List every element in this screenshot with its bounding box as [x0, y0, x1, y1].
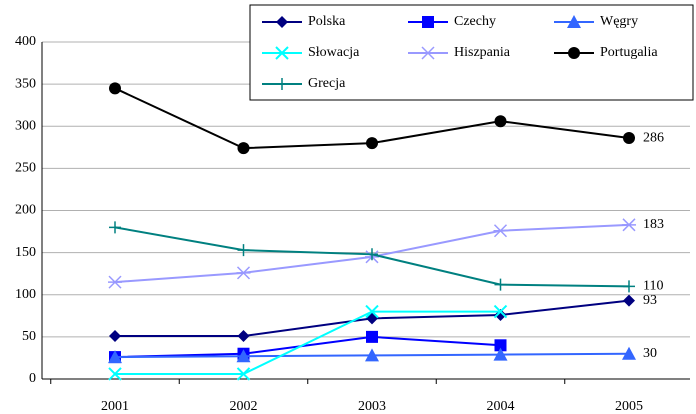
legend-marker	[422, 16, 434, 28]
legend-label: Czechy	[454, 14, 496, 29]
data-point	[109, 82, 121, 95]
y-tick-label: 0	[29, 371, 36, 386]
data-point	[236, 266, 251, 280]
x-tick-label: 2004	[487, 399, 515, 414]
data-point	[623, 280, 635, 293]
data-point	[365, 348, 379, 362]
data-point	[493, 304, 508, 319]
x-tick-label: 2001	[101, 399, 129, 414]
y-tick-label: 200	[15, 203, 36, 218]
data-point	[237, 330, 250, 343]
x-tick-label: 2003	[358, 399, 386, 414]
data-point	[366, 330, 378, 343]
y-tick-label: 350	[15, 76, 36, 91]
x-tick-label: 2005	[615, 399, 643, 414]
y-tick-label: 100	[15, 287, 36, 302]
y-tick-label: 150	[15, 245, 36, 260]
data-point	[622, 218, 636, 232]
data-point	[494, 339, 507, 352]
legend-label: Portugalia	[600, 45, 658, 60]
data-point	[237, 142, 250, 155]
data-point	[108, 350, 122, 364]
legend-label: Hiszpania	[454, 45, 511, 60]
data-point	[493, 347, 508, 361]
series-line	[114, 335, 501, 359]
data-point	[622, 346, 636, 360]
legend-label: Słowacja	[308, 45, 360, 60]
y-tick-label: 400	[15, 34, 36, 49]
data-point	[623, 132, 635, 145]
data-point	[365, 304, 379, 319]
data-point	[237, 244, 250, 257]
legend-label: Polska	[308, 14, 346, 29]
series-line	[115, 310, 501, 375]
data-label: 30	[643, 346, 657, 361]
data-label: 110	[643, 279, 663, 294]
data-point	[109, 221, 121, 234]
y-tick-label: 50	[22, 329, 36, 344]
data-point	[366, 137, 378, 150]
data-point	[236, 367, 251, 381]
data-point	[493, 224, 508, 238]
data-point	[623, 294, 635, 307]
legend-marker	[568, 47, 580, 59]
legend-label: Grecja	[308, 76, 346, 91]
y-tick-label: 300	[15, 118, 36, 133]
data-point	[236, 349, 251, 363]
legend-label: Węgry	[600, 14, 638, 29]
data-point	[109, 330, 121, 343]
data-point	[494, 115, 507, 128]
data-point	[494, 278, 507, 291]
data-label: 286	[643, 130, 664, 145]
legend-marker	[275, 46, 289, 60]
legend-marker	[421, 46, 435, 60]
data-label: 183	[643, 217, 664, 232]
legend	[249, 4, 694, 101]
legend-marker	[276, 16, 288, 28]
data-point	[366, 248, 378, 261]
legend-marker	[276, 78, 288, 90]
data-label: 93	[643, 293, 657, 308]
y-tick-label: 250	[15, 161, 36, 176]
x-tick-label: 2002	[230, 399, 258, 414]
data-point	[108, 367, 122, 381]
data-point	[108, 275, 122, 289]
legend-marker	[567, 15, 581, 28]
